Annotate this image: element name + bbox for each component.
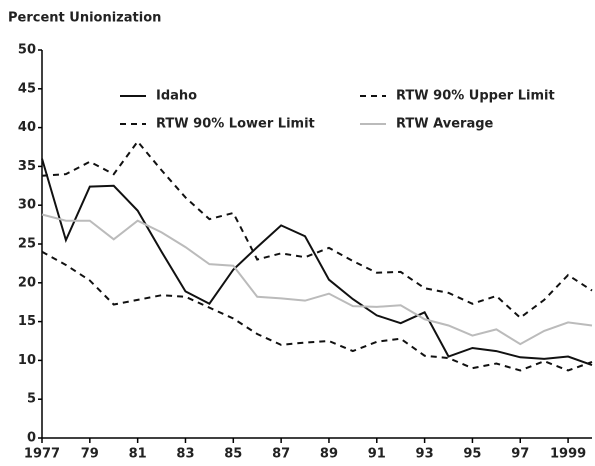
y-tick-label: 35	[18, 159, 36, 174]
line-series	[41, 158, 593, 366]
y-tick-label: 10	[18, 353, 36, 368]
x-tick-label: 95	[463, 447, 481, 462]
legend-label: Idaho	[156, 89, 197, 104]
legend-label: RTW 90% Lower Limit	[156, 117, 315, 132]
y-tick-label: 25	[18, 237, 36, 252]
y-tick-label: 30	[18, 198, 36, 213]
line-series	[41, 139, 593, 320]
y-tick-label: 45	[18, 81, 36, 96]
y-axis-label: Percent Unionization	[8, 11, 161, 26]
line-series	[41, 213, 593, 346]
x-tick-label: 89	[320, 447, 338, 462]
y-tick-label: 5	[27, 392, 36, 407]
x-tick-label: 83	[176, 447, 194, 462]
x-tick-label: 85	[224, 447, 242, 462]
y-tick-label: 50	[18, 43, 36, 58]
x-tick-label: 79	[81, 447, 99, 462]
x-tick-label: 91	[368, 447, 386, 462]
line-series	[41, 250, 593, 372]
y-tick-label: 0	[27, 431, 36, 446]
y-tick-label: 15	[18, 314, 36, 329]
x-tick-label: 81	[129, 447, 147, 462]
x-tick-label: 1999	[550, 447, 586, 462]
legend-label: RTW Average	[396, 117, 494, 132]
x-tick-label: 1977	[24, 447, 60, 462]
y-tick-label: 20	[18, 275, 36, 290]
x-tick-label: 87	[272, 447, 290, 462]
x-tick-label: 97	[511, 447, 529, 462]
legend-label: RTW 90% Upper Limit	[396, 89, 555, 104]
x-tick-label: 93	[416, 447, 434, 462]
y-tick-label: 40	[18, 120, 36, 135]
